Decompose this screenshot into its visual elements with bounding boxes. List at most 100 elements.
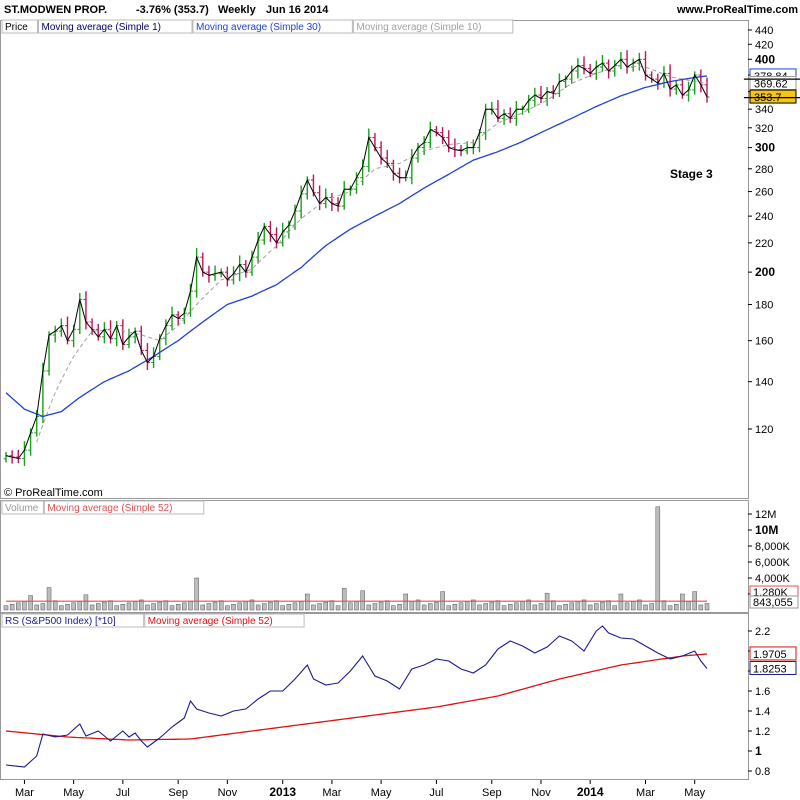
price-legend-1: Moving average (Simple 1): [42, 22, 162, 33]
volume-bar: [655, 506, 661, 611]
volume-bar: [384, 600, 390, 611]
volume-bar: [329, 600, 335, 611]
volume-bar: [28, 595, 33, 611]
volume-bar: [378, 601, 384, 611]
x-tick-label: May: [371, 787, 392, 799]
volume-bar: [169, 605, 175, 611]
volume-bar: [298, 601, 304, 611]
volume-bar: [3, 605, 9, 611]
volume-tick-label: 8,000K: [755, 541, 791, 553]
volume-bar: [175, 603, 181, 611]
copyright-label: © ProRealTime.com: [4, 487, 103, 499]
volume-bar: [366, 604, 372, 611]
volume-bar: [52, 600, 58, 611]
volume-bar: [200, 604, 206, 611]
volume-bar: [569, 602, 574, 611]
volume-bar: [532, 604, 538, 611]
volume-tag-label: 843,055: [753, 597, 793, 609]
volume-bar: [434, 601, 439, 611]
volume-bar: [335, 605, 341, 611]
price-tick-label: 420: [755, 39, 773, 51]
volume-bar: [40, 603, 46, 611]
volume-tick-label: 10M: [755, 523, 778, 537]
volume-bar: [630, 601, 636, 611]
volume-bar: [206, 603, 212, 611]
price-tick-label: 120: [755, 424, 773, 436]
volume-bar: [102, 601, 107, 611]
volume-bar: [471, 599, 476, 611]
volume-bar: [415, 599, 421, 611]
rs-tick-label: 1.6: [755, 686, 770, 698]
chart-header: ST.MODWEN PROP. -3.76% (353.7) Weekly Ju…: [0, 0, 800, 20]
rs-legend-box-0: [1, 613, 145, 628]
volume-bar: [526, 599, 531, 611]
price-tick-label: 340: [755, 104, 773, 116]
volume-legend-1: Moving average (Simple 52): [47, 503, 172, 514]
rs-ma-line: [5, 653, 708, 741]
volume-bar: [581, 599, 587, 611]
volume-bar: [557, 605, 562, 611]
volume-bar: [409, 601, 415, 611]
volume-bar: [489, 601, 495, 611]
volume-bar: [65, 603, 70, 611]
volume-bar: [600, 601, 605, 611]
volume-bar: [624, 602, 630, 611]
price-legend-2: Moving average (Simple 30): [196, 22, 321, 33]
symbol-title: ST.MODWEN PROP.: [4, 4, 108, 16]
price-panel-frame: [0, 20, 749, 499]
x-tick-label: Mar: [322, 787, 341, 799]
volume-bar: [501, 605, 507, 611]
x-tick-label: Sep: [168, 787, 188, 799]
volume-bar: [594, 603, 599, 611]
x-tick-label: 2014: [577, 785, 604, 799]
volume-tick-label: 4,000K: [755, 573, 791, 585]
volume-bar: [108, 600, 113, 611]
volume-legend-box-0: [1, 500, 44, 515]
volume-bar: [446, 605, 451, 611]
volume-bar: [477, 604, 482, 611]
volume-tag-box: [749, 595, 799, 609]
volume-bar: [89, 604, 95, 611]
rs-legend-1: Moving average (Simple 52): [148, 616, 273, 627]
rs-tick-label: 2.2: [755, 626, 770, 638]
volume-bar: [514, 602, 519, 611]
price-tag-box: [749, 76, 797, 91]
price-tick-label: 180: [755, 299, 773, 311]
x-tick-label: Jul: [429, 787, 443, 799]
volume-bar: [268, 601, 273, 611]
volume-bar: [452, 603, 458, 611]
volume-bar: [77, 601, 83, 611]
rs-tick-label: 1: [755, 744, 762, 758]
rs-legend-box-1: [144, 613, 305, 628]
volume-bar: [46, 587, 52, 611]
volume-bar: [243, 601, 249, 611]
volume-bar: [255, 604, 261, 611]
x-tick-label: May: [684, 787, 705, 799]
rs-tick-label: 1.4: [755, 706, 770, 718]
price-tag-label: 369.62: [754, 79, 788, 91]
x-tick-label: 2013: [269, 785, 296, 799]
volume-bar: [286, 603, 292, 611]
volume-bar: [507, 603, 513, 611]
volume-bar: [704, 603, 710, 611]
site-link[interactable]: www.ProRealTime.com: [676, 4, 798, 16]
volume-bar: [612, 605, 618, 611]
price-tick-label: 200: [755, 265, 775, 279]
volume-bars: [3, 506, 710, 611]
volume-bar: [587, 604, 593, 611]
volume-bar: [391, 605, 396, 611]
ma30-line: [5, 75, 708, 418]
volume-bar: [667, 605, 673, 611]
volume-bar: [698, 604, 704, 611]
price-tick-label: 300: [755, 141, 775, 155]
x-tick-label: Mar: [15, 787, 34, 799]
volume-bar: [661, 600, 667, 611]
price-tick-label: 280: [755, 164, 773, 176]
price-legend-box-2: [192, 19, 353, 34]
volume-bar: [194, 577, 199, 611]
rs-tag-box: [749, 646, 797, 661]
volume-bar: [305, 593, 310, 611]
volume-legend-0: Volume: [5, 503, 39, 514]
volume-bar: [563, 603, 568, 611]
